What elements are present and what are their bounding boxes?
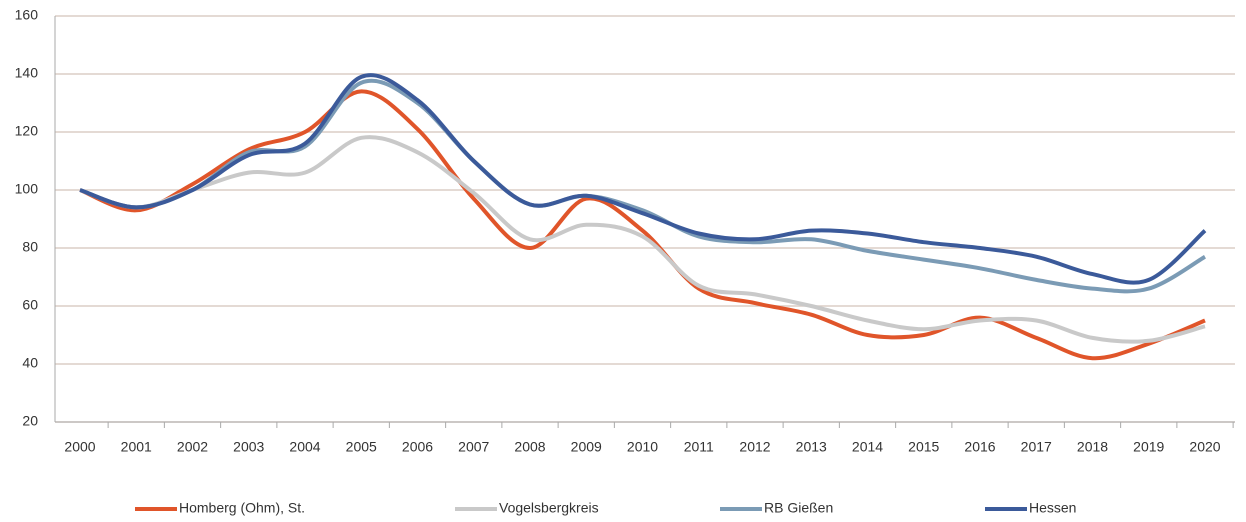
x-tick-label: 2018: [1077, 439, 1108, 455]
x-tick-label: 2015: [908, 439, 939, 455]
x-tick-label: 2009: [571, 439, 602, 455]
y-tick-label: 120: [15, 123, 39, 139]
x-tick-label: 2001: [121, 439, 152, 455]
y-tick-label: 20: [22, 413, 38, 429]
x-tick-label: 2000: [64, 439, 95, 455]
x-tick-label: 2010: [627, 439, 658, 455]
y-tick-label: 80: [22, 239, 38, 255]
x-tick-label: 2006: [402, 439, 433, 455]
x-tick-label: 2005: [346, 439, 377, 455]
series-line: [79, 78, 1207, 294]
x-tick-label: 2012: [739, 439, 770, 455]
y-tick-label: 160: [15, 7, 39, 23]
x-tick-label: 2004: [289, 439, 320, 455]
x-tick-label: 2003: [233, 439, 264, 455]
x-tick-label: 2017: [1021, 439, 1052, 455]
y-tick-label: 100: [15, 181, 39, 197]
series-line: [79, 89, 1206, 361]
legend-label: Vogelsbergkreis: [499, 500, 599, 516]
legend-label: Hessen: [1029, 500, 1076, 516]
series-line: [79, 73, 1207, 285]
x-tick-label: 2013: [796, 439, 827, 455]
x-tick-label: 2011: [684, 439, 714, 455]
x-tick-label: 2014: [852, 439, 883, 455]
x-tick-label: 2016: [964, 439, 995, 455]
x-tick-label: 2007: [458, 439, 489, 455]
y-tick-label: 60: [22, 297, 38, 313]
legend-label: RB Gießen: [764, 500, 833, 516]
x-tick-label: 2008: [514, 439, 545, 455]
x-tick-label: 2002: [177, 439, 208, 455]
series-line: [79, 135, 1206, 344]
x-tick-label: 2019: [1133, 439, 1164, 455]
x-tick-label: 2020: [1189, 439, 1220, 455]
y-tick-label: 40: [22, 355, 38, 371]
y-tick-label: 140: [15, 65, 39, 81]
legend-label: Homberg (Ohm), St.: [179, 500, 305, 516]
